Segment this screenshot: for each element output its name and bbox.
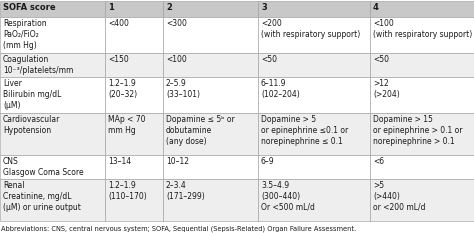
Text: SOFA score: SOFA score (3, 3, 55, 12)
Text: Abbreviations: CNS, central nervous system; SOFA, Sequential (Sepsis-Related) Or: Abbreviations: CNS, central nervous syst… (1, 225, 356, 232)
Text: Renal
Creatinine, mg/dL
(µM) or urine output: Renal Creatinine, mg/dL (µM) or urine ou… (3, 181, 81, 212)
Bar (258, 179, 370, 221)
Bar (0, 155, 105, 179)
Text: Dopamine ≤ 5ᵇ or
dobutamine
(any dose): Dopamine ≤ 5ᵇ or dobutamine (any dose) (166, 115, 235, 145)
Text: Respiration
PaO₂/FiO₂
(mm Hg): Respiration PaO₂/FiO₂ (mm Hg) (3, 19, 46, 49)
Bar (370, 155, 474, 179)
Text: >12
(>204): >12 (>204) (373, 79, 400, 99)
Bar (105, 17, 163, 53)
Text: 1.2–1.9
(20–32): 1.2–1.9 (20–32) (108, 79, 137, 99)
Text: <100: <100 (166, 55, 187, 64)
Text: 13–14: 13–14 (108, 157, 131, 166)
Text: 2–3.4
(171–299): 2–3.4 (171–299) (166, 181, 205, 201)
Text: Dopamine > 15
or epinephrine > 0.1 or
norepinephrine > 0.1: Dopamine > 15 or epinephrine > 0.1 or no… (373, 115, 463, 145)
Bar (370, 113, 474, 155)
Bar (370, 1, 474, 17)
Bar (163, 113, 258, 155)
Bar (163, 77, 258, 113)
Bar (370, 179, 474, 221)
Text: <50: <50 (373, 55, 389, 64)
Bar (163, 1, 258, 17)
Text: 4: 4 (373, 3, 379, 12)
Bar (258, 17, 370, 53)
Bar (105, 53, 163, 77)
Bar (0, 77, 105, 113)
Text: 3.5–4.9
(300–440)
Or <500 mL/d: 3.5–4.9 (300–440) Or <500 mL/d (261, 181, 315, 212)
Bar (370, 77, 474, 113)
Bar (105, 155, 163, 179)
Text: Coagulation
10⁻³/platelets/mm: Coagulation 10⁻³/platelets/mm (3, 55, 73, 75)
Bar (370, 53, 474, 77)
Text: 1: 1 (108, 3, 114, 12)
Text: MAp < 70
mm Hg: MAp < 70 mm Hg (108, 115, 146, 135)
Bar (258, 53, 370, 77)
Text: 10–12: 10–12 (166, 157, 189, 166)
Text: <400: <400 (108, 19, 129, 28)
Text: 2: 2 (166, 3, 172, 12)
Text: Cardiovascular
Hypotension: Cardiovascular Hypotension (3, 115, 60, 135)
Text: >5
(>440)
or <200 mL/d: >5 (>440) or <200 mL/d (373, 181, 426, 212)
Bar (105, 77, 163, 113)
Text: CNS
Glasgow Coma Score: CNS Glasgow Coma Score (3, 157, 83, 177)
Bar (0, 1, 105, 17)
Bar (258, 155, 370, 179)
Bar (258, 113, 370, 155)
Bar (163, 53, 258, 77)
Text: Liver
Bilirubin mg/dL
(µM): Liver Bilirubin mg/dL (µM) (3, 79, 61, 110)
Text: <50: <50 (261, 55, 277, 64)
Text: <6: <6 (373, 157, 384, 166)
Bar (258, 77, 370, 113)
Bar (163, 17, 258, 53)
Bar (105, 179, 163, 221)
Text: <100
(with respiratory support): <100 (with respiratory support) (373, 19, 472, 39)
Text: <150: <150 (108, 55, 129, 64)
Bar (163, 155, 258, 179)
Bar (258, 1, 370, 17)
Text: 1.2–1.9
(110–170): 1.2–1.9 (110–170) (108, 181, 147, 201)
Text: Dopamine > 5
or epinephrine ≤0.1 or
norepinephrine ≤ 0.1: Dopamine > 5 or epinephrine ≤0.1 or nore… (261, 115, 348, 145)
Text: 6–11.9
(102–204): 6–11.9 (102–204) (261, 79, 300, 99)
Bar (0, 17, 105, 53)
Bar (105, 1, 163, 17)
Bar (105, 113, 163, 155)
Bar (0, 179, 105, 221)
Bar (163, 179, 258, 221)
Text: 2–5.9
(33–101): 2–5.9 (33–101) (166, 79, 200, 99)
Bar (0, 53, 105, 77)
Bar (0, 113, 105, 155)
Text: 6–9: 6–9 (261, 157, 274, 166)
Bar (370, 17, 474, 53)
Text: <200
(with respiratory support): <200 (with respiratory support) (261, 19, 360, 39)
Text: 3: 3 (261, 3, 267, 12)
Text: <300: <300 (166, 19, 187, 28)
